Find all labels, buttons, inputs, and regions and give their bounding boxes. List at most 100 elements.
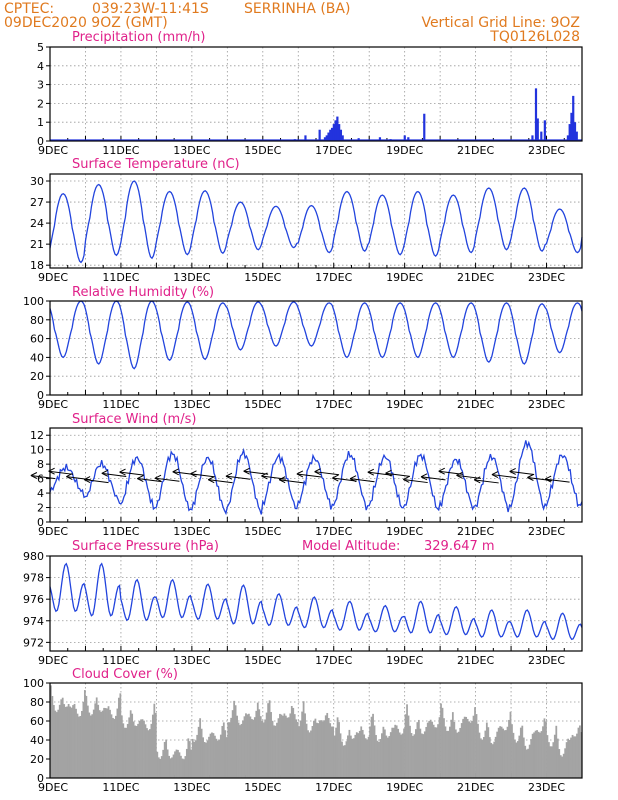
- x-tick-label: 9DEC: [38, 781, 68, 794]
- cloud-bar: [345, 741, 348, 778]
- cloud-bar: [318, 720, 321, 778]
- x-tick-label: 19DEC: [386, 781, 423, 794]
- cloud-bar: [75, 708, 77, 778]
- cloud-bar: [286, 717, 289, 778]
- cloud-bar: [533, 732, 536, 778]
- humidity-title: Relative Humidity (%): [72, 285, 214, 300]
- x-tick-label: 17DEC: [315, 271, 352, 284]
- cloud-bar: [385, 735, 388, 778]
- cloud-bar: [457, 731, 460, 778]
- wind-vector-head: [243, 467, 250, 475]
- x-tick-label: 23DEC: [528, 525, 565, 538]
- cloud-bar: [190, 749, 193, 778]
- cloud-bar: [518, 735, 521, 778]
- cloud-bar: [395, 725, 398, 778]
- y-tick-label: 0: [37, 772, 44, 785]
- y-tick-label: 80: [30, 696, 44, 709]
- cloud-bar: [415, 729, 417, 778]
- precip-bar: [318, 129, 321, 141]
- cloud-bar: [441, 707, 444, 778]
- cloud-bar: [202, 737, 204, 778]
- cloud-bar: [397, 728, 400, 778]
- cloud-bar: [404, 714, 407, 778]
- cloud-bar: [568, 739, 571, 778]
- cloud-bar: [528, 744, 531, 778]
- cloud-bar: [354, 734, 357, 778]
- wind-vector-head: [66, 473, 73, 481]
- cloud-bar: [422, 734, 425, 778]
- wind-vector-head: [544, 475, 552, 483]
- cloud-bar: [485, 722, 488, 778]
- cloud-bar: [454, 729, 457, 778]
- cloud-bar: [446, 730, 448, 778]
- cloud-bar: [277, 718, 280, 778]
- humidity-panel: 0 20 40 60 80 100 9DEC 11DEC 13DEC 15DEC 17DEC 19DE…: [23, 295, 583, 411]
- cloud-bar: [327, 718, 330, 778]
- cloud-bar: [487, 727, 490, 778]
- cloud-bar: [456, 732, 459, 778]
- wind-vector: [137, 478, 162, 483]
- cloud-bar: [465, 716, 468, 778]
- cloud-bar: [119, 693, 122, 778]
- wind-vector-head: [225, 472, 233, 480]
- cloud-bar: [376, 740, 379, 778]
- cloud-bar: [81, 710, 83, 778]
- x-tick-label: 9DEC: [38, 398, 68, 411]
- cloud-bar: [314, 718, 317, 778]
- cloud-bar: [163, 742, 166, 778]
- cloud-bar: [267, 703, 270, 778]
- x-tick-label: 23DEC: [528, 398, 565, 411]
- y-tick-label: 976: [23, 593, 44, 606]
- x-tick-label: 23DEC: [528, 781, 565, 794]
- cloud-bar: [110, 714, 113, 778]
- y-tick-label: 2: [37, 97, 44, 110]
- cloud-bar: [549, 746, 552, 778]
- wind-vector: [154, 477, 180, 482]
- cloud-bar: [310, 730, 312, 778]
- x-tick-label: 11DEC: [102, 144, 139, 157]
- cloud-bar: [301, 711, 303, 778]
- precip-frame: [49, 46, 583, 142]
- cloud-bar: [255, 710, 258, 778]
- y-tick-label: 18: [30, 259, 44, 272]
- cloud-bar: [313, 720, 315, 778]
- cloud-bar: [496, 731, 499, 778]
- x-tick-label: 9DEC: [38, 271, 68, 284]
- cloud-bar: [567, 738, 569, 778]
- cloud-bar: [332, 726, 335, 778]
- cloud-bar: [462, 718, 465, 778]
- temperature-title: Surface Temperature (nC): [72, 157, 240, 172]
- wind-vector-head: [385, 469, 392, 477]
- cloud-bar: [199, 718, 202, 778]
- cloud-bar: [564, 748, 567, 778]
- model-altitude-value: 329.647 m: [424, 539, 495, 554]
- cloud-bar: [502, 728, 504, 778]
- header-init-time: 09DEC2020 9OZ (GMT): [4, 15, 168, 31]
- precip-bar: [341, 135, 344, 141]
- cloud-bar: [66, 706, 69, 778]
- cloud-bar: [406, 704, 408, 778]
- y-tick-label: 5: [37, 41, 44, 54]
- cloud-bar: [140, 719, 142, 778]
- y-tick-label: 4: [37, 60, 44, 73]
- cloud-bar: [88, 712, 91, 778]
- cloud-bar: [156, 751, 159, 778]
- cloud-bar: [482, 737, 485, 778]
- cloud-bar: [344, 745, 346, 778]
- cloud-bar: [219, 734, 222, 778]
- cloud-bar: [82, 701, 85, 778]
- cloud-bar: [249, 716, 252, 778]
- cloud-bar: [188, 741, 191, 778]
- cloud-bar: [556, 738, 559, 778]
- cloud-bar: [358, 730, 361, 778]
- cloud-bar: [221, 726, 224, 778]
- wind-vector: [296, 473, 322, 478]
- cloud-bar: [431, 721, 434, 778]
- cloud-bar: [341, 741, 343, 778]
- y-tick-label: 80: [30, 314, 44, 327]
- cloud-bar: [472, 715, 475, 778]
- cloud-bar: [534, 730, 537, 778]
- precip-bar: [407, 137, 410, 141]
- cloud-bar: [370, 716, 373, 778]
- x-tick-label: 11DEC: [102, 654, 139, 667]
